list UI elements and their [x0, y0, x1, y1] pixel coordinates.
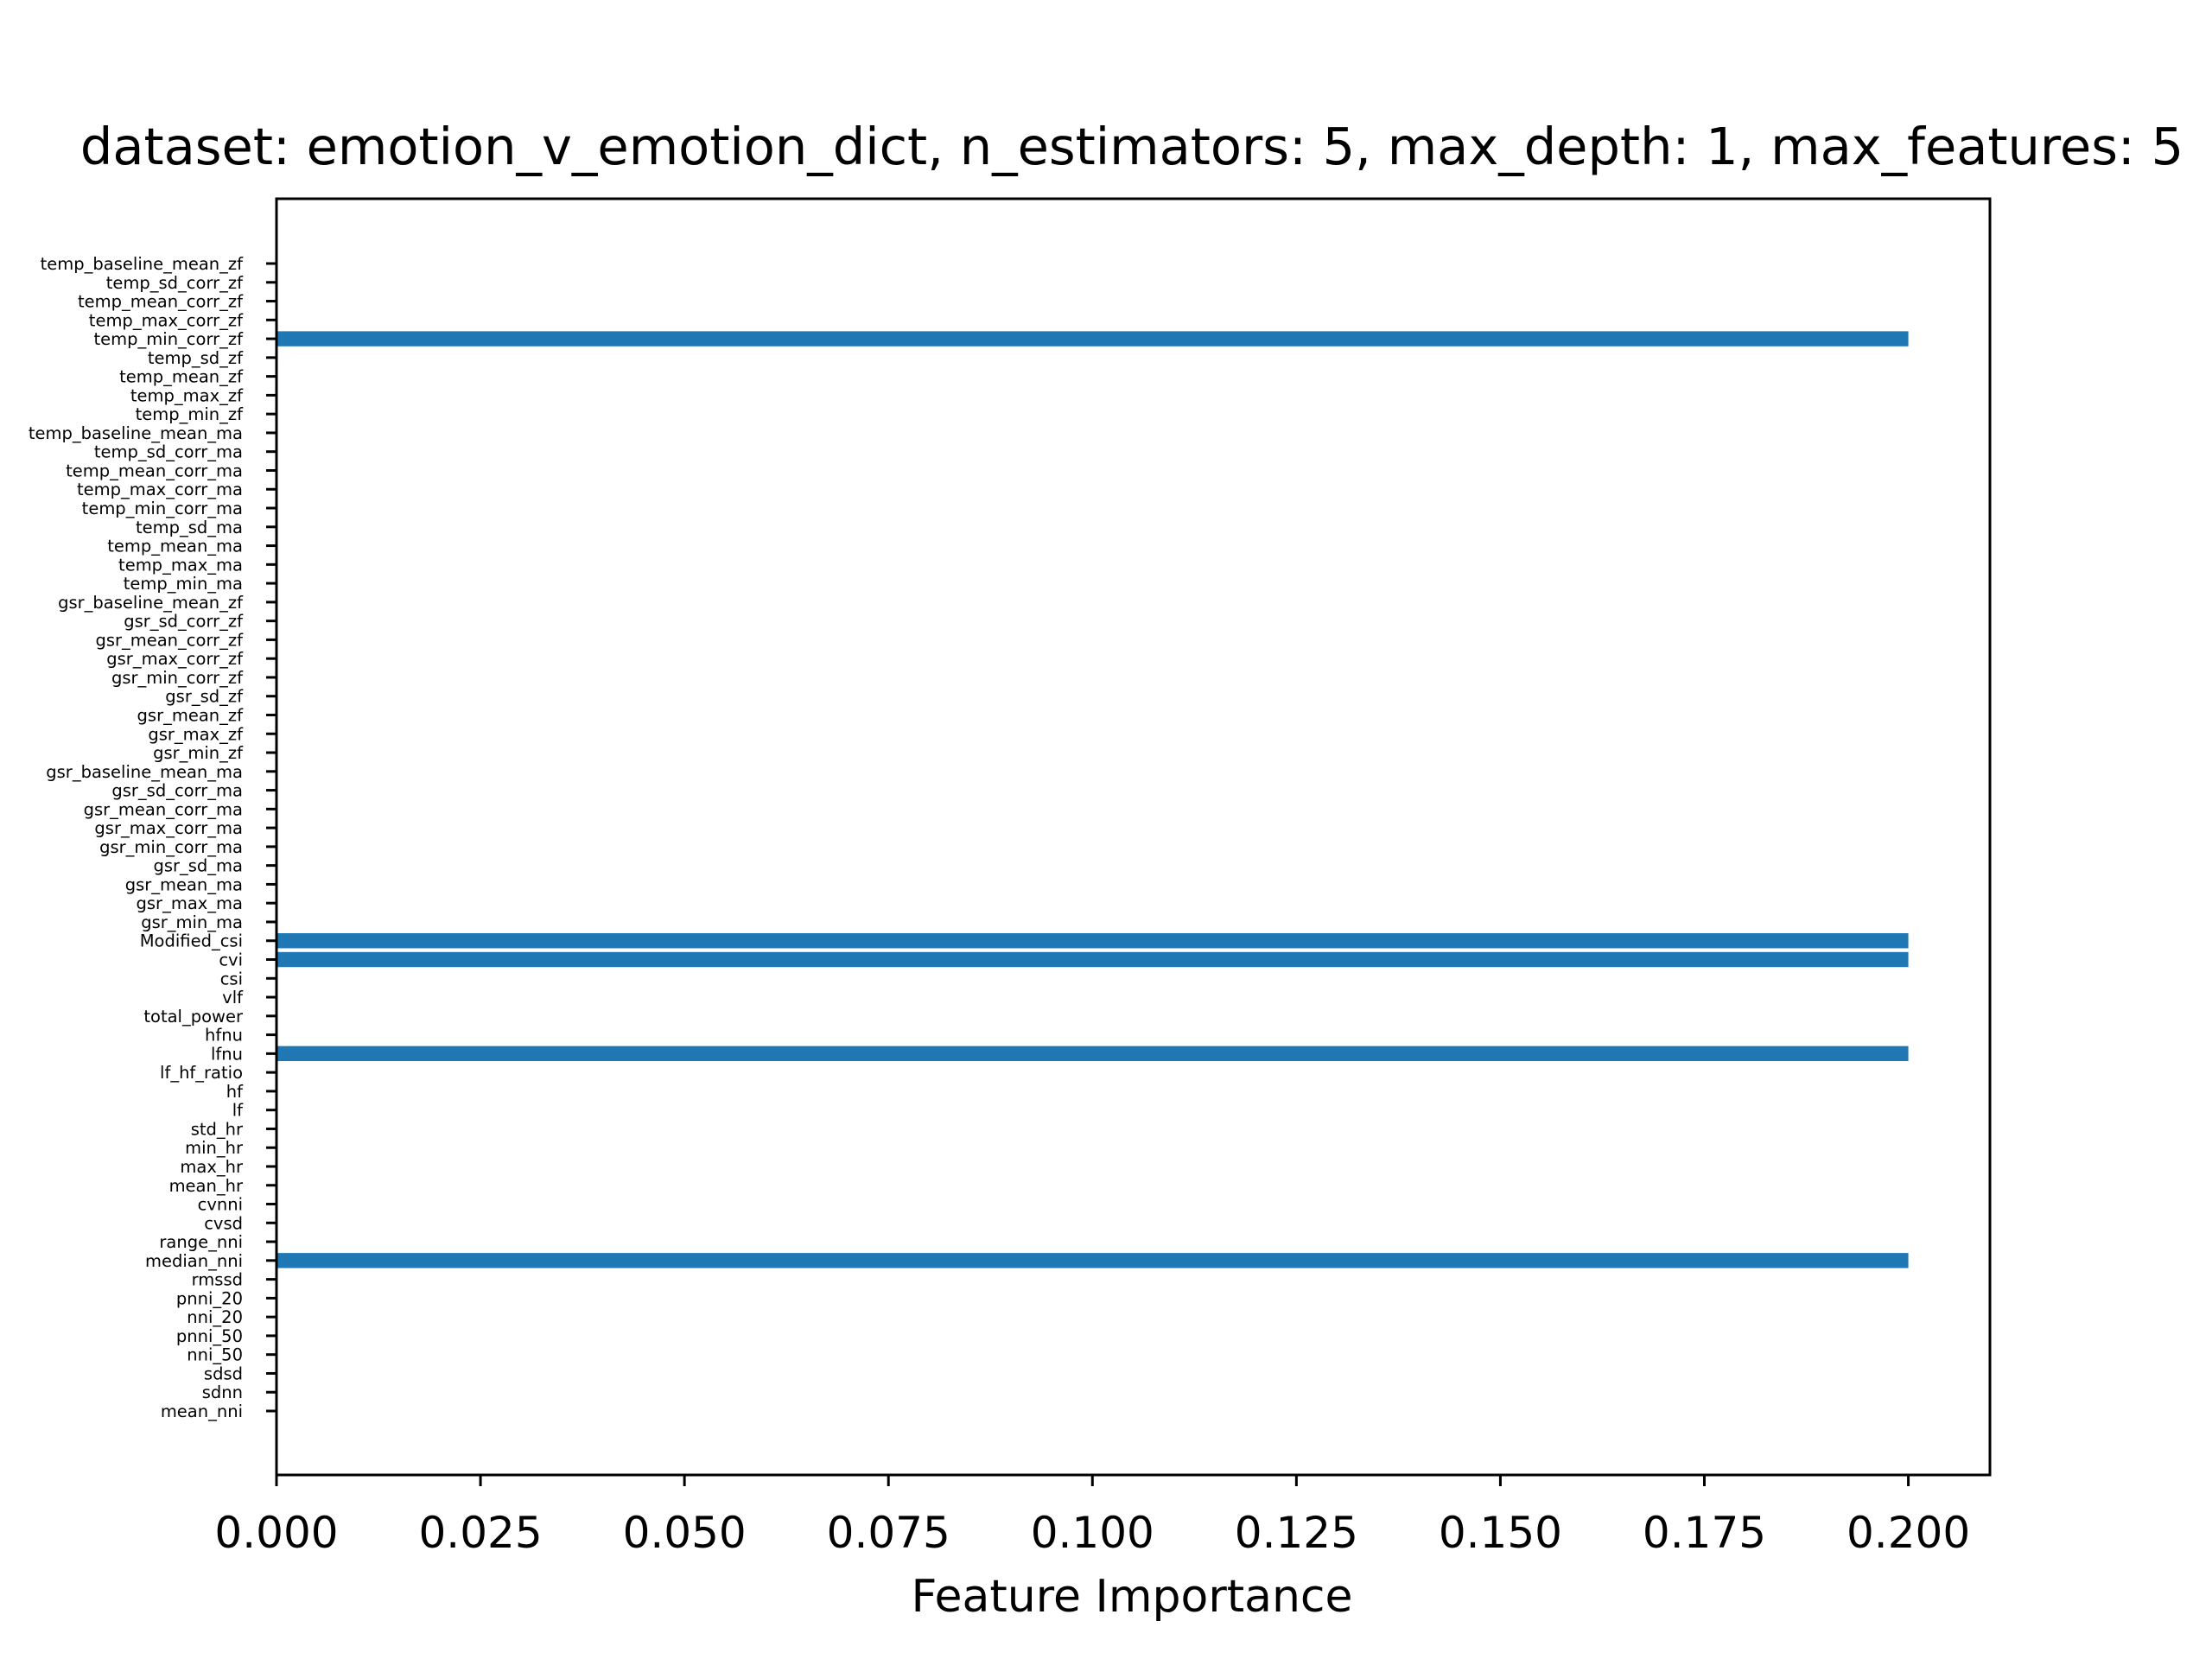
ytick-label-temp_min_zf: temp_min_zf: [136, 404, 245, 424]
ytick-label-gsr_max_ma: gsr_max_ma: [137, 893, 243, 913]
ytick-label-sdsd: sdsd: [204, 1363, 243, 1383]
x-axis: 0.000 0.025 0.050 0.075 0.100 0.125 0.150 0.175…: [214, 1475, 1970, 1558]
ytick-label-temp_min_corr_ma: temp_min_corr_ma: [82, 499, 243, 518]
bar-temp_min_corr_zf: [276, 331, 1909, 346]
ytick-label-temp_max_corr_zf: temp_max_corr_zf: [89, 310, 244, 330]
ytick-label-temp_mean_ma: temp_mean_ma: [107, 537, 243, 556]
ytick-label-gsr_baseline_mean_zf: gsr_baseline_mean_zf: [58, 593, 244, 613]
ytick-label-temp_baseline_mean_zf: temp_baseline_mean_zf: [41, 254, 244, 274]
ytick-label-cvi: cvi: [219, 950, 243, 970]
ytick-label-gsr_baseline_mean_ma: gsr_baseline_mean_ma: [46, 762, 243, 782]
ytick-label-max_hr: max_hr: [180, 1157, 244, 1177]
ytick-label-nni_20: nni_20: [187, 1307, 243, 1327]
bar-median_nni: [276, 1253, 1909, 1268]
ytick-label-gsr_max_corr_ma: gsr_max_corr_ma: [94, 818, 243, 838]
ytick-label-csi: csi: [220, 969, 243, 988]
xtick-label-0.025: 0.025: [419, 1508, 543, 1558]
ytick-label-mean_hr: mean_hr: [169, 1176, 244, 1196]
bar-Modified_csi: [276, 933, 1909, 949]
ytick-label-temp_mean_corr_zf: temp_mean_corr_zf: [78, 292, 244, 312]
ytick-label-temp_sd_corr_ma: temp_sd_corr_ma: [94, 442, 243, 462]
ytick-label-temp_mean_corr_ma: temp_mean_corr_ma: [66, 461, 243, 480]
ytick-label-temp_mean_zf: temp_mean_zf: [119, 367, 244, 387]
ytick-label-temp_max_corr_ma: temp_max_corr_ma: [77, 480, 243, 499]
ytick-label-gsr_sd_corr_zf: gsr_sd_corr_zf: [124, 612, 244, 632]
ytick-label-gsr_min_corr_zf: gsr_min_corr_zf: [111, 668, 244, 688]
ytick-label-nni_50: nni_50: [187, 1345, 243, 1365]
ytick-label-min_hr: min_hr: [185, 1138, 244, 1158]
ytick-label-gsr_sd_ma: gsr_sd_ma: [153, 856, 243, 876]
ytick-label-pnni_50: pnni_50: [176, 1326, 243, 1346]
bar-lfnu: [276, 1046, 1909, 1062]
ytick-label-vlf: vlf: [222, 988, 244, 1007]
ytick-label-gsr_sd_zf: gsr_sd_zf: [165, 687, 244, 707]
bars-layer: [276, 331, 1909, 1268]
ytick-label-temp_baseline_mean_ma: temp_baseline_mean_ma: [29, 423, 243, 443]
ytick-label-gsr_mean_corr_zf: gsr_mean_corr_zf: [95, 630, 244, 650]
ytick-label-range_nni: range_nni: [159, 1232, 243, 1252]
ytick-label-temp_max_zf: temp_max_zf: [130, 385, 244, 405]
xtick-label-0.100: 0.100: [1031, 1508, 1154, 1558]
bar-cvi: [276, 951, 1909, 968]
xtick-label-0.075: 0.075: [827, 1508, 950, 1558]
xtick-label-0.150: 0.150: [1439, 1508, 1562, 1558]
ytick-label-gsr_min_corr_ma: gsr_min_corr_ma: [99, 837, 243, 857]
ytick-label-temp_min_ma: temp_min_ma: [124, 574, 243, 594]
ytick-label-median_nni: median_nni: [145, 1251, 243, 1271]
ytick-label-hfnu: hfnu: [205, 1026, 243, 1046]
ytick-label-gsr_mean_zf: gsr_mean_zf: [137, 705, 245, 725]
y-axis: mean_nnisdnnsdsdnni_50pnni_50nni_20pnni_…: [29, 254, 276, 1421]
xtick-label-0.050: 0.050: [623, 1508, 747, 1558]
ytick-label-lf_hf_ratio: lf_hf_ratio: [160, 1063, 243, 1083]
ytick-label-lf: lf: [232, 1101, 244, 1121]
ytick-label-gsr_max_corr_zf: gsr_max_corr_zf: [106, 649, 244, 669]
chart-title: dataset: emotion_v_emotion_dict, n_estim…: [80, 117, 2183, 176]
ytick-label-gsr_max_zf: gsr_max_zf: [148, 724, 244, 744]
ytick-label-pnni_20: pnni_20: [176, 1288, 243, 1308]
ytick-label-cvsd: cvsd: [204, 1213, 243, 1233]
ytick-label-cvnni: cvnni: [198, 1195, 243, 1215]
ytick-label-mean_nni: mean_nni: [161, 1402, 243, 1421]
ytick-label-gsr_mean_corr_ma: gsr_mean_corr_ma: [84, 799, 243, 819]
xtick-label-0.175: 0.175: [1643, 1508, 1766, 1558]
ytick-label-gsr_mean_ma: gsr_mean_ma: [125, 874, 243, 894]
plot-frame: [275, 197, 1992, 1477]
ytick-label-lfnu: lfnu: [211, 1044, 243, 1064]
ytick-label-temp_sd_ma: temp_sd_ma: [136, 518, 243, 537]
ytick-label-temp_sd_zf: temp_sd_zf: [148, 348, 244, 368]
ytick-label-temp_min_corr_zf: temp_min_corr_zf: [94, 329, 245, 349]
ytick-label-gsr_min_zf: gsr_min_zf: [153, 743, 244, 763]
ytick-label-sdnn: sdnn: [202, 1382, 243, 1402]
ytick-label-gsr_min_ma: gsr_min_ma: [141, 912, 243, 932]
ytick-label-total_power: total_power: [143, 1007, 244, 1027]
ytick-label-temp_sd_corr_zf: temp_sd_corr_zf: [106, 273, 244, 293]
ytick-label-temp_max_ma: temp_max_ma: [118, 555, 243, 575]
ytick-label-gsr_sd_corr_ma: gsr_sd_corr_ma: [111, 781, 243, 801]
ytick-label-std_hr: std_hr: [191, 1119, 244, 1139]
ytick-label-rmssd: rmssd: [192, 1270, 243, 1290]
xtick-label-0.200: 0.200: [1847, 1508, 1970, 1558]
x-axis-label: Feature Importance: [911, 1571, 1352, 1623]
xtick-label-0.125: 0.125: [1235, 1508, 1358, 1558]
ytick-label-Modified_csi: Modified_csi: [140, 931, 243, 951]
xtick-label-0.000: 0.000: [214, 1508, 338, 1558]
ytick-label-hf: hf: [226, 1082, 244, 1102]
